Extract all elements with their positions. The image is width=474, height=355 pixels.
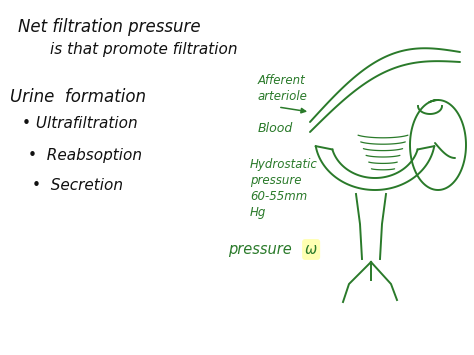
Text: is that promote filtration: is that promote filtration bbox=[50, 42, 237, 57]
Text: ω: ω bbox=[305, 242, 317, 257]
Text: Blood: Blood bbox=[258, 122, 293, 135]
Text: • Ultrafiltration: • Ultrafiltration bbox=[22, 116, 137, 131]
Text: Net filtration pressure: Net filtration pressure bbox=[18, 18, 201, 36]
Text: •  Secretion: • Secretion bbox=[32, 178, 123, 193]
Text: pressure: pressure bbox=[228, 242, 296, 257]
Text: Afferent
arteriole: Afferent arteriole bbox=[258, 74, 308, 103]
Text: Urine  formation: Urine formation bbox=[10, 88, 146, 106]
Text: Hydrostatic
pressure
60-55mm
Hg: Hydrostatic pressure 60-55mm Hg bbox=[250, 158, 318, 219]
Text: •  Reabsoption: • Reabsoption bbox=[28, 148, 142, 163]
